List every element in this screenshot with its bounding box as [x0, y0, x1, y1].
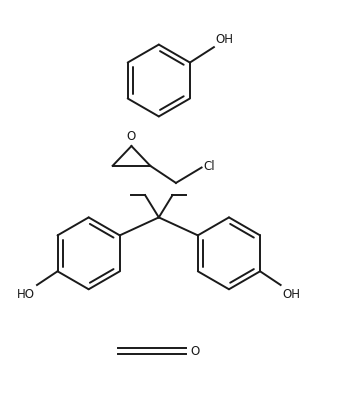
Text: OH: OH — [216, 33, 234, 46]
Text: OH: OH — [282, 287, 300, 300]
Text: O: O — [190, 345, 199, 358]
Text: HO: HO — [17, 287, 35, 300]
Text: Cl: Cl — [203, 160, 215, 173]
Text: O: O — [127, 130, 136, 143]
